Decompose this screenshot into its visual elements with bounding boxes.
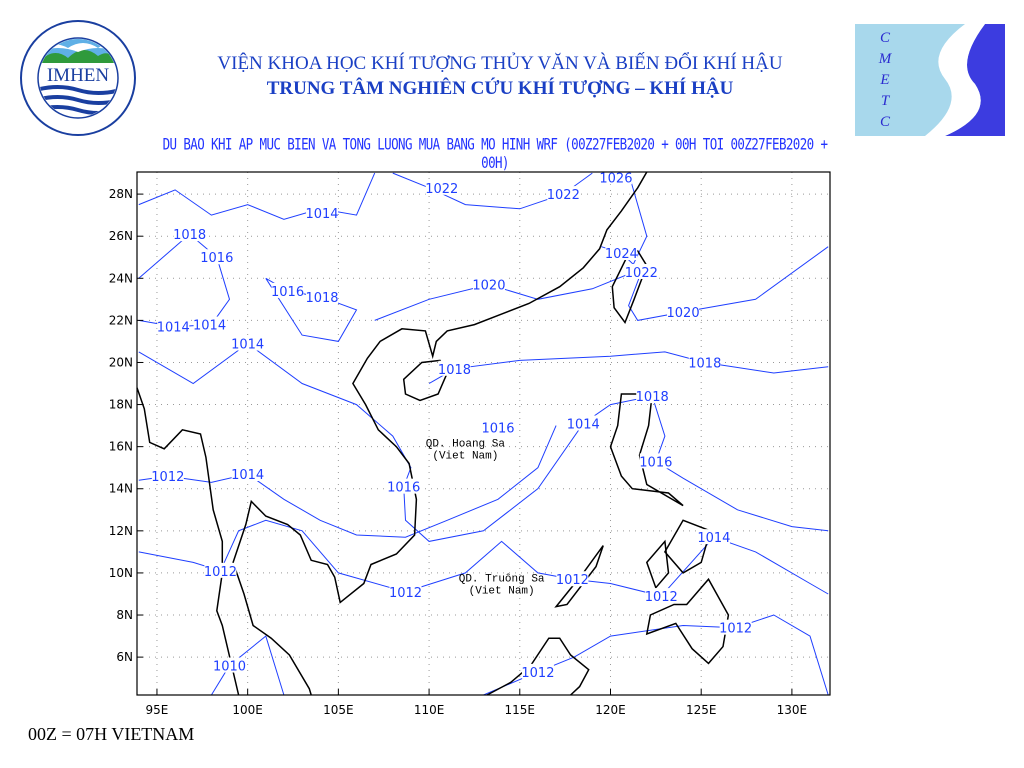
archipelago-country: (Viet Nam) [432, 451, 498, 463]
isobar [210, 635, 285, 696]
institute-title: VIỆN KHOA HỌC KHÍ TƯỢNG THỦY VĂN VÀ BIẾN… [217, 53, 783, 74]
center-title: TRUNG TÂM NGHIÊN CỨU KHÍ TƯỢNG – KHÍ HẬU [266, 78, 734, 99]
isobar-label: 1010 [213, 660, 246, 675]
lon-tick-label: 110E [414, 703, 445, 717]
island-outline [609, 393, 684, 507]
isobar-label: 1014 [231, 468, 264, 483]
lat-tick-label: 14N [109, 482, 133, 496]
archipelago-label: QD. Hoang Sa [426, 439, 506, 451]
isobar-label: 1018 [173, 228, 206, 243]
isobar-label: 1012 [645, 590, 678, 605]
lat-tick-label: 24N [109, 271, 133, 285]
lon-tick-label: 95E [146, 703, 169, 717]
map-frame [136, 171, 831, 696]
cmetc-logo: CMETC [855, 24, 1005, 136]
lon-tick-label: 125E [686, 703, 717, 717]
isobar-label: 1018 [636, 390, 669, 405]
isobar-label: 1016 [481, 422, 514, 437]
axis-ticks: 95E 100E 105E 110E 115E 120E 125E 130E 6N 8N 10N 12… [109, 187, 807, 717]
coastline [136, 387, 240, 696]
lat-tick-label: 28N [109, 187, 133, 201]
isobar-label: 1022 [425, 182, 458, 197]
lon-tick-label: 120E [595, 703, 626, 717]
island-outline [645, 539, 670, 590]
isobar-label: 1022 [547, 188, 580, 203]
isobar-label: 1022 [625, 266, 658, 281]
isobar-label: 1026 [599, 171, 632, 186]
island-outline [663, 519, 712, 574]
lat-tick-label: 20N [109, 355, 133, 369]
lat-tick-label: 10N [109, 566, 133, 580]
isobar [374, 172, 648, 321]
cmetc-logo-text: CMETC [877, 30, 893, 135]
lat-tick-label: 16N [109, 440, 133, 454]
isobar-label: 1016 [387, 481, 420, 496]
coastline [232, 171, 648, 696]
isobar-label: 1020 [472, 279, 505, 294]
lat-tick-label: 8N [116, 608, 133, 622]
isobar-label: 1012 [556, 573, 589, 588]
isobar-label: 1014 [567, 418, 600, 433]
isobar [138, 233, 231, 328]
isobar-label: 1012 [151, 470, 184, 485]
isobar-label: 1012 [719, 622, 752, 637]
isobar-label: 1018 [688, 356, 721, 371]
map-annotations: QD. Hoang Sa(Viet Nam)QD. Truông Sa(Viet… [426, 439, 545, 598]
island-outline [645, 577, 730, 665]
isobar-label: 1014 [193, 319, 226, 334]
isobar-label: 1012 [204, 565, 237, 580]
isobar-label: 1018 [438, 363, 471, 378]
island-outline [402, 359, 449, 402]
lon-tick-label: 130E [777, 703, 808, 717]
isobar-label: 1014 [231, 338, 264, 353]
isobar [138, 172, 376, 220]
isobar-label: 1016 [639, 455, 672, 470]
isobar-label: 1014 [697, 531, 730, 546]
isobar-label: 1014 [157, 321, 190, 336]
isobar-label: 1012 [389, 586, 422, 601]
isobar [483, 614, 829, 696]
lat-tick-label: 12N [109, 524, 133, 538]
lat-tick-label: 18N [109, 398, 133, 412]
isobar-label: 1014 [305, 207, 338, 222]
lat-tick-label: 6N [116, 650, 133, 664]
svg-text:IMHEN: IMHEN [47, 65, 110, 86]
lat-tick-label: 22N [109, 313, 133, 327]
lon-tick-label: 100E [232, 703, 263, 717]
imhen-logo: IMHEN [20, 20, 136, 136]
lon-tick-label: 105E [323, 703, 354, 717]
isobar [138, 342, 829, 542]
isobar [428, 351, 829, 384]
lon-tick-label: 115E [505, 703, 536, 717]
isobar [138, 425, 557, 538]
coastline [486, 637, 590, 696]
map-subtitle: DU BAO KHI AP MUC BIEN VA TONG LUONG MUA… [162, 134, 828, 172]
isobar-label: 1012 [521, 666, 554, 681]
archipelago-country: (Viet Nam) [469, 585, 535, 597]
timezone-note: 00Z = 07H VIETNAM [28, 724, 195, 744]
isobar-label: 1018 [305, 291, 338, 306]
isobar-label: 1016 [271, 285, 304, 300]
isobar-label: 1016 [200, 251, 233, 266]
isobar-label: 1024 [605, 247, 638, 262]
archipelago-label: QD. Truông Sa [459, 573, 545, 585]
lat-tick-label: 26N [109, 229, 133, 243]
isobar-label: 1020 [667, 306, 700, 321]
